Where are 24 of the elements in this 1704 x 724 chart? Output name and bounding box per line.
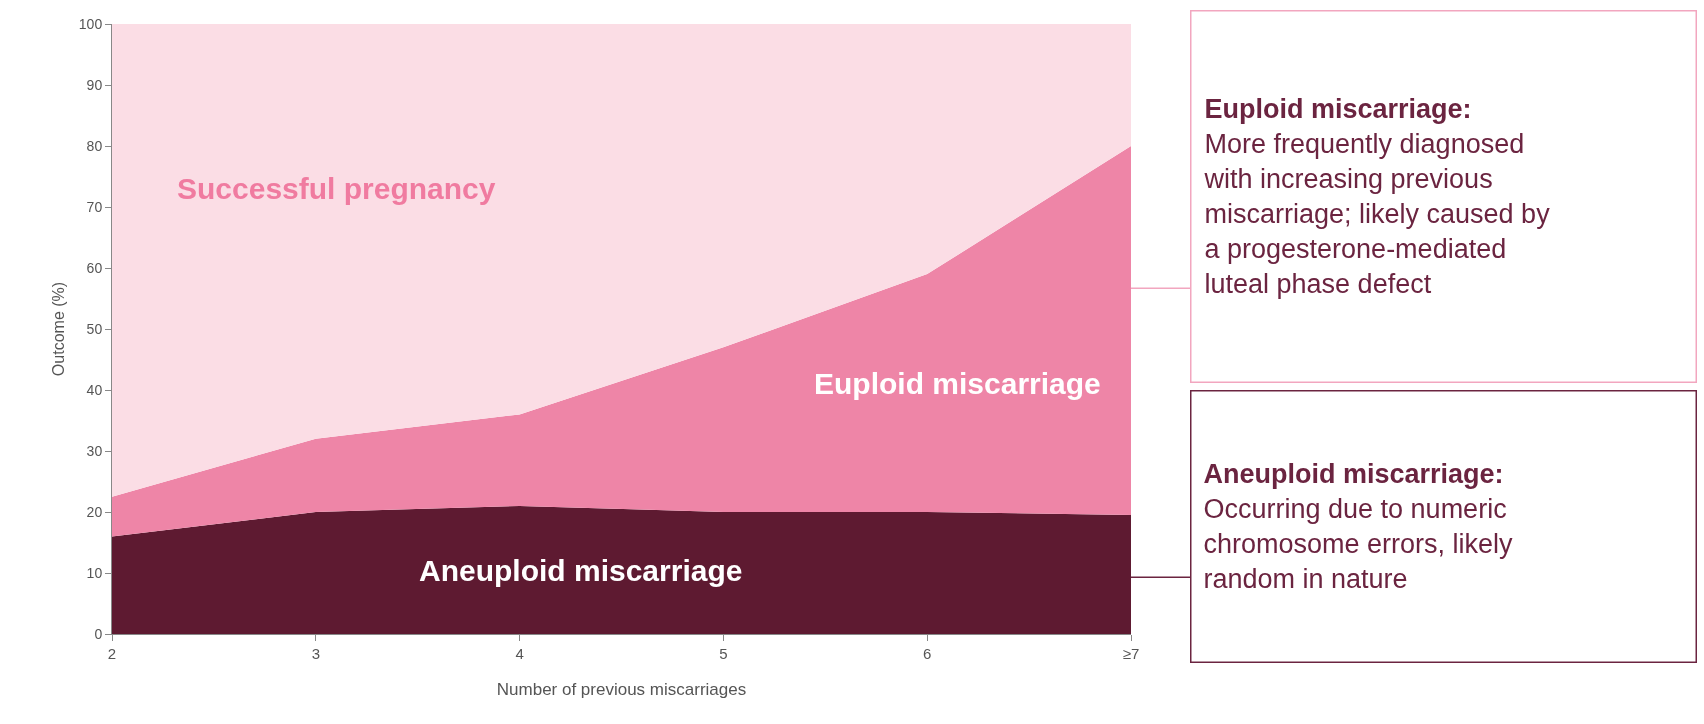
- y-tick-label: 70: [86, 198, 103, 215]
- y-tick-label: 50: [86, 320, 103, 337]
- y-tick-label: 30: [86, 442, 103, 459]
- y-tick-label: 80: [86, 137, 103, 154]
- y-tick-label: 60: [86, 259, 103, 276]
- x-tick-label: 6: [923, 645, 932, 662]
- x-tick-label: 5: [719, 645, 728, 662]
- x-tick-label: 4: [515, 645, 524, 662]
- text: Euploid miscarriage: More frequently diagnosed with increasing previous miscarriage; likely caused by a progesterone-mediated luteal phase defect: [1203, 93, 1551, 300]
- x-tick-label: ≥7: [1122, 645, 1140, 662]
- y-tick-label: 0: [94, 625, 103, 642]
- x-axis-title: Number of previous miscarriages: [496, 680, 747, 700]
- y-tick-label: 20: [86, 503, 103, 520]
- text: Aneuploid miscarriage: Occurring due to numeric chromosome errors, likely random in nature: [1203, 458, 1514, 595]
- series-label: Successful pregnancy: [177, 172, 496, 205]
- y-tick-label: 10: [86, 564, 103, 581]
- x-tick-label: 2: [107, 645, 117, 662]
- x-tick-label: 3: [311, 645, 320, 662]
- y-tick-label: 100: [78, 15, 103, 32]
- y-tick-label: 40: [86, 381, 103, 398]
- y-tick-label: 90: [86, 76, 103, 93]
- series-label: Euploid miscarriage: [814, 367, 1101, 400]
- y-axis-title: Outcome (%): [49, 281, 67, 377]
- series-label: Aneuploid miscarriage: [419, 554, 743, 587]
